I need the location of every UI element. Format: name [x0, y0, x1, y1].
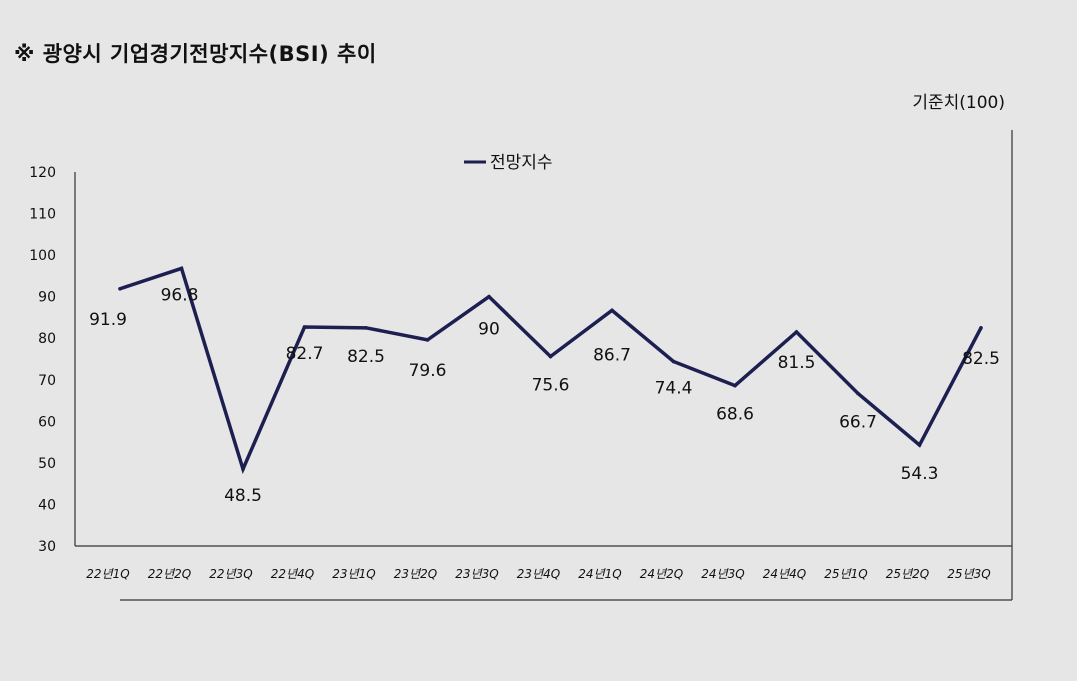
data-label: 54.3 — [901, 464, 939, 484]
x-tick-label: 23년3Q — [455, 567, 498, 581]
x-tick-label: 25년3Q — [947, 567, 990, 581]
y-tick-label: 40 — [38, 497, 56, 513]
data-label: 86.7 — [593, 345, 631, 365]
y-tick-label: 90 — [38, 290, 56, 306]
y-tick-label: 80 — [38, 331, 56, 347]
data-label: 48.5 — [224, 486, 262, 506]
data-label: 79.6 — [409, 361, 447, 381]
data-label: 82.7 — [286, 344, 324, 364]
y-tick-label: 70 — [38, 373, 56, 389]
data-point — [364, 326, 368, 330]
data-label: 82.5 — [347, 347, 385, 367]
data-label: 81.5 — [778, 353, 816, 373]
x-tick-label: 22년3Q — [209, 567, 252, 581]
x-tick-label: 22년1Q — [86, 567, 129, 581]
data-point — [917, 443, 922, 447]
data-label: 90 — [478, 320, 500, 340]
data-label: 66.7 — [839, 412, 877, 432]
legend-label: 전망지수 — [490, 153, 553, 173]
data-point — [487, 294, 491, 299]
chart-title: ※ 광양시 기업경기전망지수(BSI) 추이 — [14, 42, 377, 66]
data-point — [548, 354, 553, 359]
data-point — [733, 383, 737, 388]
y-tick-label: 30 — [38, 539, 56, 555]
data-point — [302, 325, 307, 329]
y-tick-label: 50 — [38, 456, 56, 472]
x-tick-label: 25년2Q — [886, 567, 929, 581]
y-tick-label: 100 — [29, 248, 56, 264]
x-tick-label: 24년4Q — [763, 567, 806, 581]
series-line — [119, 266, 983, 475]
x-tick-label: 23년2Q — [394, 567, 437, 581]
y-axis-ticks: 30 40 50 60 70 80 90 100 110 120 — [29, 165, 56, 555]
data-point — [794, 330, 799, 334]
x-tick-label: 24년1Q — [578, 567, 621, 581]
x-tick-label: 22년4Q — [271, 567, 314, 581]
x-axis-ticks: 22년1Q 22년2Q 22년3Q 22년4Q 23년1Q 23년2Q 23년3Q 23년4Q… — [86, 567, 990, 581]
axes — [74, 130, 1013, 601]
data-point — [241, 467, 245, 471]
x-tick-label: 24년2Q — [640, 567, 683, 581]
data-point — [179, 266, 184, 271]
y-tick-label: 110 — [29, 207, 56, 223]
y-tick-label: 60 — [38, 414, 56, 430]
x-tick-label: 23년1Q — [332, 567, 375, 581]
legend: 전망지수 — [464, 153, 553, 173]
data-point — [671, 359, 676, 364]
data-point — [118, 286, 122, 291]
data-label: 75.6 — [532, 376, 570, 396]
data-point — [425, 338, 430, 342]
data-point — [856, 391, 860, 396]
data-labels: 91.9 96.8 48.5 82.7 82.5 79.6 90 75.6 86.7 74.4 68… — [89, 285, 1000, 506]
data-point — [610, 308, 614, 313]
data-point — [979, 326, 983, 330]
y-tick-label: 120 — [29, 165, 56, 181]
x-tick-label: 23년4Q — [517, 567, 560, 581]
baseline-note: 기준치(100) — [912, 93, 1005, 113]
data-label: 96.8 — [161, 285, 199, 305]
x-tick-label: 25년1Q — [824, 567, 867, 581]
data-label: 91.9 — [89, 310, 127, 330]
data-label: 74.4 — [655, 378, 693, 398]
data-label: 68.6 — [716, 405, 754, 425]
x-tick-label: 24년3Q — [701, 567, 744, 581]
data-label: 82.5 — [962, 349, 1000, 369]
series-group — [118, 266, 983, 475]
x-tick-label: 22년2Q — [148, 567, 191, 581]
